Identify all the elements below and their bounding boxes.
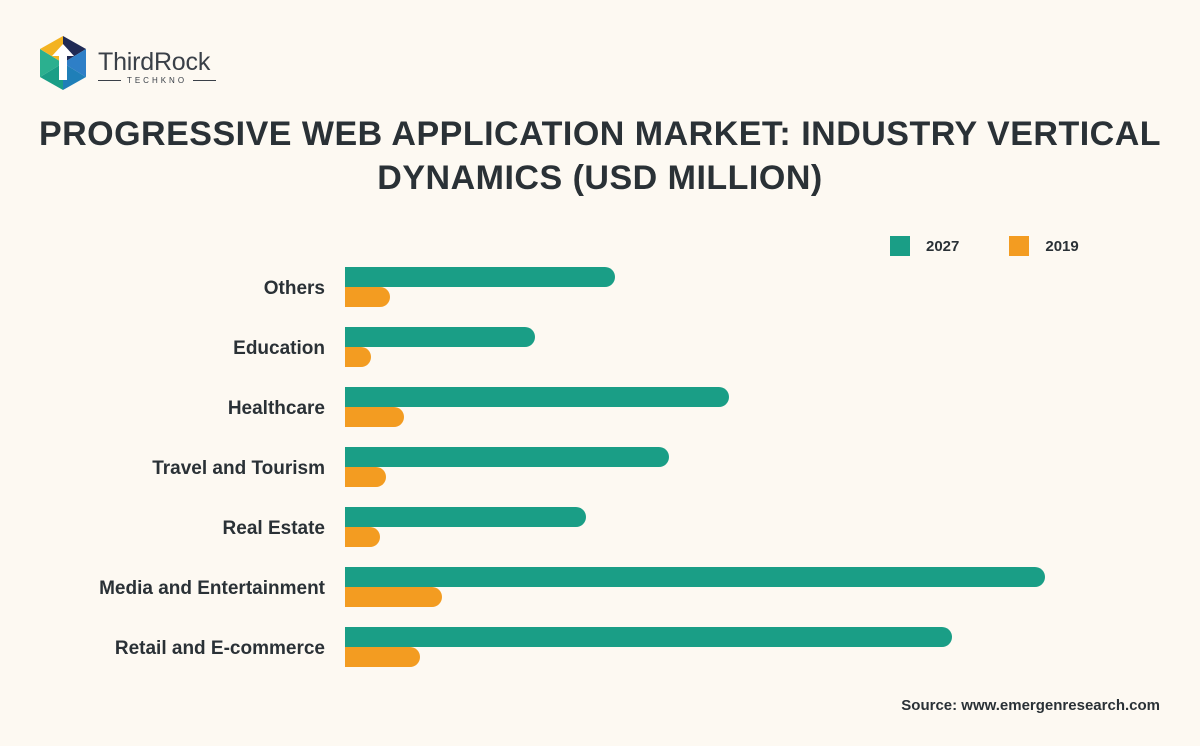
bar-2019-travel-and-tourism — [345, 467, 386, 487]
bar-2027-travel-and-tourism — [345, 447, 669, 467]
category-label: Others — [264, 278, 325, 299]
category-label: Real Estate — [223, 518, 325, 539]
brand-name: ThirdRock — [98, 48, 211, 76]
bar-2019-others — [345, 287, 390, 307]
bar-2027-healthcare — [345, 387, 729, 407]
chart-title: PROGRESSIVE WEB APPLICATION MARKET: INDU… — [38, 115, 1162, 197]
bar-2027-retail-and-e-commerce — [345, 627, 952, 647]
category-label: Healthcare — [228, 398, 325, 419]
bar-2019-education — [345, 347, 371, 367]
legend-item-2027: 2027 — [890, 236, 959, 256]
bar-2019-media-and-entertainment — [345, 587, 442, 607]
category-label: Media and Entertainment — [99, 578, 326, 599]
hexagon-arrow-logo-icon — [40, 36, 86, 90]
category-label: Education — [233, 338, 325, 359]
bar-2027-real-estate — [345, 507, 586, 527]
bar-2019-retail-and-e-commerce — [345, 647, 420, 667]
legend-swatch-2027 — [890, 236, 910, 256]
brand-tagline-row: TECHKNO — [98, 76, 216, 85]
bar-2027-others — [345, 267, 615, 287]
legend-label-2019: 2019 — [1045, 237, 1079, 255]
source-note: Source: www.emergenresearch.com — [901, 697, 1160, 714]
legend: 2027 2019 — [890, 236, 1079, 256]
brand-tagline: TECHKNO — [126, 76, 188, 85]
legend-item-2019: 2019 — [1009, 236, 1079, 256]
bar-2027-education — [345, 327, 535, 347]
category-label: Retail and E-commerce — [115, 638, 325, 659]
legend-swatch-2019 — [1009, 236, 1030, 256]
logo: ThirdRock TECHKNO — [34, 34, 224, 94]
legend-label-2027: 2027 — [926, 237, 960, 255]
bar-2027-media-and-entertainment — [345, 567, 1045, 587]
bar-2019-healthcare — [345, 407, 404, 427]
bar-2019-real-estate — [345, 527, 380, 547]
category-label: Travel and Tourism — [152, 458, 325, 479]
